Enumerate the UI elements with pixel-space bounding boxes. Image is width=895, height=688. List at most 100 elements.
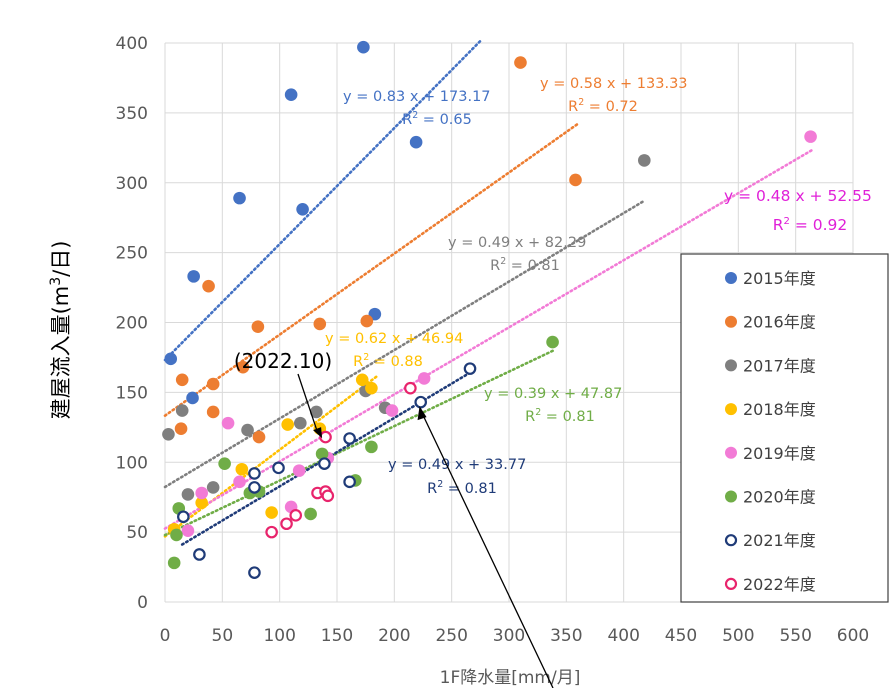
x-tick-label-450: 450 (665, 626, 697, 646)
point-2018-4 (281, 418, 294, 431)
legend-label-2015: 2015年度 (743, 269, 816, 288)
x-tick-label-600: 600 (837, 626, 869, 646)
point-2015-1 (187, 270, 200, 283)
y-tick-label-300: 300 (116, 174, 148, 194)
x-tick-label-150: 150 (321, 626, 353, 646)
point-2021-2 (248, 467, 261, 480)
x-tick-label-100: 100 (263, 626, 295, 646)
trendline-2017 (163, 199, 646, 489)
y-tick-label-400: 400 (116, 34, 148, 54)
r-squared-2018: R2 = 0.88 (353, 352, 423, 370)
x-tick-label-400: 400 (607, 626, 639, 646)
r-squared-2015: R2 = 0.65 (402, 110, 472, 128)
trend-equation-2019: y = 0.48 x + 52.55 (724, 187, 872, 205)
trend-equation-2016: y = 0.58 x + 133.33 (540, 76, 688, 92)
y-axis-label: 建屋流入量(m3/日) (48, 241, 73, 420)
point-2018-7 (365, 381, 378, 395)
r-squared-2017: R2 = 0.81 (490, 256, 560, 274)
x-tick-label-350: 350 (550, 626, 582, 646)
point-2020-3 (218, 457, 231, 470)
trend-equation-2018: y = 0.62 x + 46.94 (325, 331, 463, 347)
point-2020-7 (315, 447, 329, 461)
y-tick-label-250: 250 (116, 244, 148, 264)
point-2017-0 (162, 428, 175, 441)
legend-marker-2015 (725, 272, 737, 284)
point-2016-3 (206, 377, 220, 391)
point-2016-10 (514, 56, 527, 69)
legend-label-2022: 2022年度 (743, 575, 816, 594)
legend-marker-2018 (725, 403, 737, 416)
x-tick-label-50: 50 (212, 626, 234, 646)
y-tick-label-200: 200 (116, 314, 148, 334)
point-2016-0 (175, 373, 189, 387)
point-2021-8 (343, 475, 356, 489)
point-2019-3 (233, 475, 246, 489)
point-2022-0 (265, 525, 278, 539)
r-squared-2016: R2 = 0.72 (568, 97, 638, 115)
x-tick-label-300: 300 (493, 626, 525, 646)
point-2021-0 (177, 510, 190, 524)
legend-label-2018: 2018年度 (743, 400, 816, 419)
point-2021-5 (272, 461, 285, 475)
x-tick-label-0: 0 (160, 626, 171, 646)
point-2016-4 (206, 405, 220, 419)
legend-marker-2022 (724, 577, 738, 591)
trendline-2018 (163, 374, 379, 538)
legend-label-2017: 2017年度 (743, 356, 816, 375)
point-2022-1 (280, 517, 293, 531)
point-2021-10 (463, 362, 477, 375)
annotation-label: (2022.10) (234, 349, 332, 373)
r-squared-2019: R2 = 0.92 (773, 216, 848, 234)
point-2016-7 (252, 430, 266, 444)
point-2019-5 (292, 464, 306, 477)
point-2019-8 (417, 372, 431, 385)
point-2017-9 (638, 154, 651, 167)
point-2022-5 (321, 489, 335, 503)
point-2017-1 (175, 404, 189, 417)
point-2020-0 (167, 556, 181, 570)
y-tick-label-0: 0 (137, 593, 148, 613)
legend: 2015年度 2016年度 2017年度 2018年度 2019年度 2020年度 2021… (680, 253, 889, 603)
point-2017-3 (206, 481, 220, 494)
point-2016-5 (236, 360, 250, 374)
point-2015-3 (233, 191, 246, 205)
annotation-arrow-long (420, 411, 554, 688)
y-tick-label-150: 150 (116, 383, 148, 403)
point-2018-6 (355, 373, 369, 387)
point-2021-9 (414, 395, 428, 409)
point-2019-9 (804, 130, 817, 143)
point-2017-4 (241, 423, 254, 437)
point-2016-8 (313, 317, 327, 331)
point-2020-2 (170, 528, 183, 542)
point-2020-6 (304, 507, 317, 521)
point-2021-4 (248, 566, 261, 579)
point-2021-6 (318, 457, 331, 470)
point-2017-5 (294, 416, 307, 430)
point-2015-6 (357, 40, 370, 54)
legend-marker-2016 (725, 315, 737, 328)
point-2016-9 (360, 314, 374, 328)
trend-equation-2020: y = 0.39 x + 47.87 (484, 386, 622, 402)
point-2015-8 (409, 135, 423, 149)
point-2022-7 (404, 381, 417, 395)
legend-label-2019: 2019年度 (743, 444, 816, 463)
y-tick-label-350: 350 (116, 104, 148, 124)
point-2022-2 (289, 509, 303, 522)
legend-marker-2017 (725, 359, 737, 372)
legend-marker-2021 (724, 534, 738, 547)
point-2021-1 (193, 548, 206, 561)
point-2019-0 (181, 524, 195, 538)
trendline-2020 (163, 348, 557, 537)
annotation: (2022.10) (234, 349, 554, 688)
point-2018-3 (265, 506, 278, 519)
trendline-2019 (163, 148, 815, 530)
point-2016-6 (251, 320, 265, 333)
annotation-arrow-short (297, 373, 318, 432)
point-2020-10 (546, 335, 559, 349)
point-2018-2 (235, 462, 249, 476)
x-tick-label-500: 500 (722, 626, 754, 646)
axes: 0 50 100 150 200 250 300 350 400 0 50 100 150 200 250 3… (48, 34, 869, 688)
point-2021-3 (248, 481, 261, 494)
x-tick-label-200: 200 (378, 626, 410, 646)
